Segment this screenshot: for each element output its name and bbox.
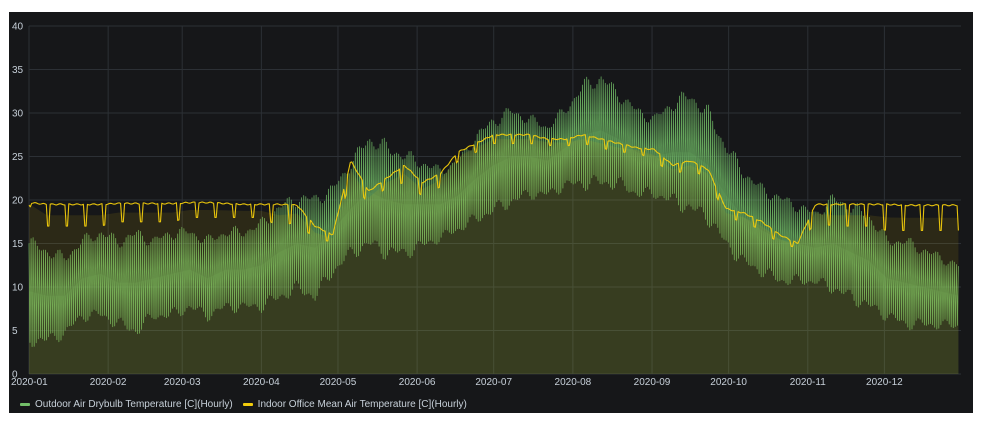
y-tick-label: 0 bbox=[12, 370, 18, 381]
x-tick-label: 2020-03 bbox=[164, 377, 201, 388]
y-tick-label: 5 bbox=[12, 326, 18, 337]
series-layer bbox=[28, 76, 959, 374]
series-area bbox=[29, 130, 959, 374]
y-tick-label: 40 bbox=[12, 22, 24, 33]
legend: Outdoor Air Drybulb Temperature [C](Hour… bbox=[20, 397, 467, 411]
x-tick-label: 2020-01 bbox=[11, 377, 48, 388]
x-tick-label: 2020-08 bbox=[555, 377, 592, 388]
x-axis-ticks: 2020-01 2020-02 2020-03 2020-04 2020-05 2020-… bbox=[11, 377, 903, 388]
y-tick-label: 35 bbox=[12, 65, 24, 76]
x-tick-label: 2020-04 bbox=[243, 377, 280, 388]
x-tick-label: 2020-05 bbox=[320, 377, 357, 388]
legend-label-indoor: Indoor Office Mean Air Temperature [C](H… bbox=[257, 398, 467, 410]
y-axis-ticks: 0 5 10 15 20 25 30 35 40 bbox=[12, 22, 24, 381]
x-tick-label: 2020-10 bbox=[710, 377, 747, 388]
legend-label-outdoor: Outdoor Air Drybulb Temperature [C](Hour… bbox=[35, 398, 233, 410]
y-tick-label: 10 bbox=[12, 283, 24, 294]
chart-panel: 0 5 10 15 20 25 30 35 40 2020-01 2020-02 2020-03 20… bbox=[9, 12, 973, 413]
legend-swatch-outdoor bbox=[20, 402, 30, 406]
legend-item-outdoor[interactable]: Outdoor Air Drybulb Temperature [C](Hour… bbox=[20, 399, 233, 410]
series-outdoor bbox=[28, 76, 959, 374]
y-tick-label: 25 bbox=[12, 152, 24, 163]
y-tick-label: 15 bbox=[12, 239, 24, 250]
series-indoor bbox=[28, 133, 959, 374]
x-tick-label: 2020-02 bbox=[90, 377, 127, 388]
x-tick-label: 2020-11 bbox=[790, 377, 826, 388]
series-line bbox=[28, 133, 959, 248]
legend-item-indoor[interactable]: Indoor Office Mean Air Temperature [C](H… bbox=[242, 398, 467, 410]
x-tick-label: 2020-12 bbox=[866, 377, 903, 388]
x-tick-label: 2020-06 bbox=[399, 377, 436, 388]
series-line bbox=[28, 76, 959, 347]
series-area bbox=[29, 139, 959, 374]
y-tick-label: 30 bbox=[12, 109, 24, 120]
x-tick-label: 2020-07 bbox=[475, 377, 512, 388]
legend-swatch-indoor bbox=[242, 402, 253, 406]
y-tick-label: 20 bbox=[12, 196, 24, 207]
x-tick-label: 2020-09 bbox=[634, 377, 671, 388]
